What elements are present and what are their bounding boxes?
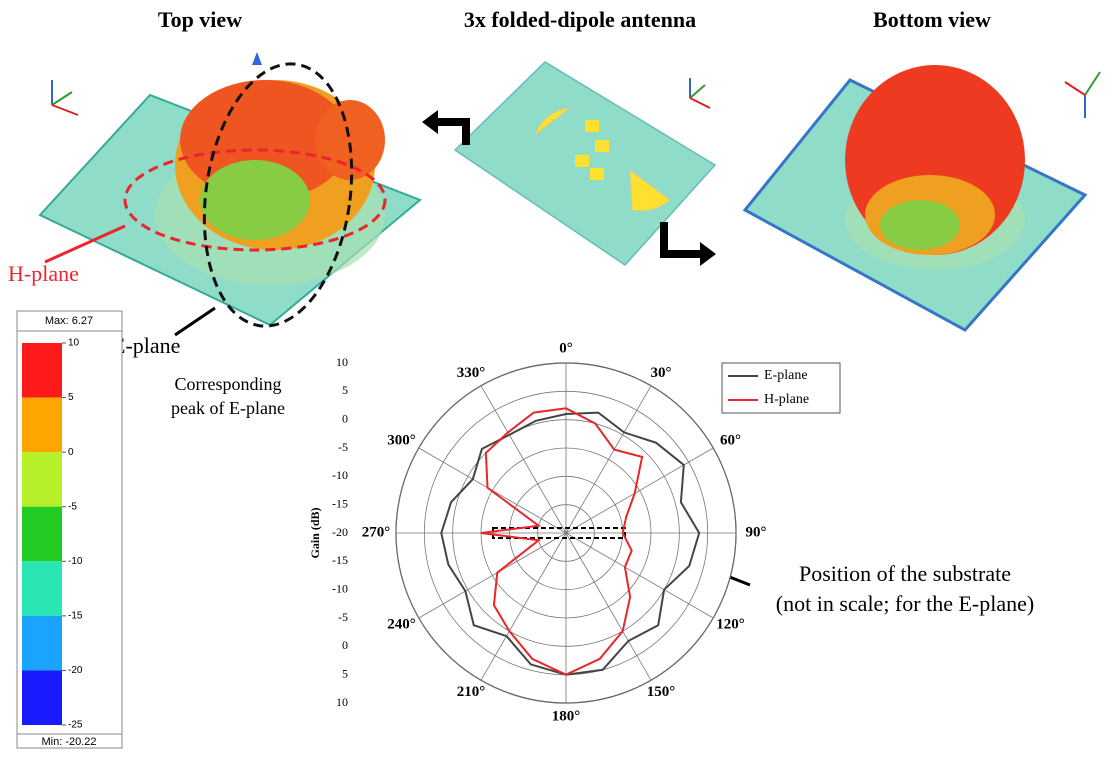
grid-spoke — [565, 532, 714, 619]
grid-spoke — [565, 447, 714, 534]
legend-label: H-plane — [764, 392, 809, 407]
colorbar-band — [22, 506, 62, 562]
pointer — [44, 224, 126, 264]
top-view-render — [38, 52, 422, 328]
series-line — [480, 407, 644, 676]
theta-tick-label: 180° — [552, 708, 581, 724]
colorbar-tick-label: 10 — [68, 338, 80, 349]
grid-spoke — [418, 532, 567, 619]
bottom-view-title: Bottom view — [873, 7, 991, 32]
theta-tick-label: 30° — [651, 365, 672, 381]
r-axis-label: Gain (dB) — [308, 507, 322, 558]
grid-spoke — [480, 385, 567, 534]
theta-tick-label: 150° — [647, 684, 676, 700]
colorbar-tick-label: -20 — [68, 665, 83, 676]
grid-spoke — [565, 532, 652, 681]
colorbar-tick-label: 0 — [68, 447, 74, 458]
r-tick-label: 0 — [342, 638, 348, 652]
theta-tick-label: 330° — [457, 365, 486, 381]
theta-tick-label: 300° — [387, 432, 416, 448]
r-tick-label: -5 — [338, 440, 348, 454]
substrate-note: Position of the substrate — [799, 561, 1011, 586]
r-tick-label: -5 — [338, 610, 348, 624]
e-plane-label: E-plane — [112, 333, 180, 358]
antenna-render — [453, 61, 717, 266]
colorbar-tick-label: -25 — [68, 720, 83, 731]
colorbar-band — [22, 670, 62, 725]
figure-title: 3x folded-dipole antenna — [464, 7, 696, 32]
r-tick-label: 10 — [336, 695, 348, 709]
r-tick-label: -20 — [332, 525, 348, 539]
colorbar-band — [22, 615, 62, 671]
colorbar-band — [22, 343, 62, 398]
r-tick-label: -15 — [332, 496, 348, 510]
theta-tick-label: 270° — [362, 524, 391, 540]
colorbar-tick-label: 5 — [68, 392, 74, 403]
top-view-title: Top view — [158, 7, 242, 32]
legend-label: E-plane — [764, 368, 808, 383]
r-tick-label: 10 — [336, 355, 348, 369]
colorbar-band — [22, 397, 62, 453]
grid-spoke — [480, 532, 567, 681]
legend-frame — [721, 362, 841, 414]
colorbar-tick-label: -15 — [68, 610, 83, 621]
substrate-note: (not in scale; for the E-plane) — [776, 591, 1034, 616]
theta-tick-label: 210° — [457, 684, 486, 700]
r-tick-label: 5 — [342, 383, 348, 397]
r-tick-label: -10 — [332, 468, 348, 482]
theta-tick-label: 0° — [559, 340, 573, 356]
colorbar-band — [22, 452, 62, 507]
h-plane-label: H-plane — [8, 261, 79, 286]
colorbar-tick-label: -5 — [68, 501, 77, 512]
r-tick-label: -15 — [332, 553, 348, 567]
colorbar-band — [22, 561, 62, 616]
arrow — [422, 110, 470, 145]
r-tick-label: 5 — [342, 666, 348, 680]
theta-tick-label: 120° — [716, 616, 745, 632]
theta-tick-label: 240° — [387, 616, 416, 632]
arrow — [660, 222, 716, 266]
bottom-view-render — [742, 65, 1101, 332]
theta-tick-label: 90° — [746, 524, 767, 540]
peak-note: Corresponding — [175, 374, 282, 394]
grid-spoke — [565, 385, 652, 534]
substrate-marker — [492, 527, 626, 539]
theta-tick-label: 60° — [720, 432, 741, 448]
r-tick-label: 0 — [342, 411, 348, 425]
peak-note: peak of E-plane — [171, 398, 285, 418]
colorbar-max: Max: 6.27 — [45, 315, 93, 327]
r-tick-label: -10 — [332, 581, 348, 595]
pointer — [174, 306, 216, 337]
colorbar-tick-label: -10 — [68, 556, 83, 567]
colorbar-min: Min: -20.22 — [41, 736, 96, 748]
